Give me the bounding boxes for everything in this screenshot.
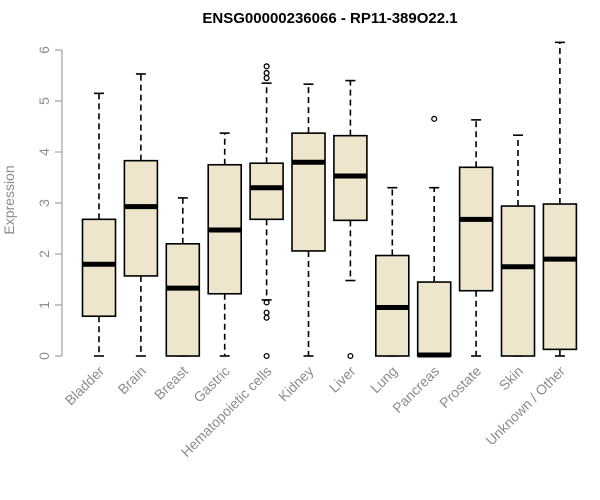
iqr-box	[165, 243, 201, 357]
x-tick-label: Kidney	[275, 363, 317, 405]
box-bladder	[81, 92, 117, 357]
box-gastric	[207, 132, 242, 357]
box-pancreas	[416, 115, 452, 358]
x-tick-label: Breast	[151, 363, 191, 403]
y-tick-label: 2	[36, 250, 52, 258]
x-tick-label: Prostate	[436, 363, 484, 411]
x-tick-label: Unknown / Other	[482, 363, 568, 449]
y-axis: 0 1 2 3 4 5 6	[36, 46, 63, 360]
box-kidney	[291, 83, 326, 357]
x-tick-label: Bladder	[62, 363, 108, 409]
outlier-point	[263, 314, 270, 321]
box-brain	[123, 73, 159, 357]
box-skin	[500, 134, 536, 357]
outlier-point	[431, 115, 438, 122]
iqr-box	[458, 166, 494, 292]
y-axis-label: Expression	[1, 165, 17, 234]
x-tick-label: Pancreas	[389, 363, 442, 416]
outlier-point	[263, 69, 270, 76]
box-prostate	[458, 119, 494, 357]
y-tick-label: 1	[36, 301, 52, 309]
box-lung	[374, 186, 410, 357]
box-hematopoietic-cells	[249, 63, 284, 360]
outlier-point	[263, 63, 270, 70]
x-tick-label: Liver	[326, 363, 359, 396]
iqr-box	[81, 218, 117, 318]
y-tick-label: 3	[36, 199, 52, 207]
y-tick-label: 6	[36, 46, 52, 54]
box-breast	[165, 197, 201, 357]
iqr-box	[500, 205, 536, 357]
outlier-point	[347, 352, 354, 360]
y-tick-label: 4	[36, 148, 52, 156]
box-liver	[333, 79, 368, 360]
chart-title: ENSG00000236066 - RP11-389O22.1	[202, 10, 457, 27]
x-tick-label: Lung	[367, 363, 400, 396]
iqr-box	[291, 132, 326, 252]
iqr-box	[416, 281, 452, 357]
box-group	[81, 41, 578, 360]
y-tick-label: 0	[36, 352, 52, 360]
x-tick-label: Brain	[115, 363, 149, 397]
box-unknown-other	[542, 41, 578, 357]
outlier-point	[263, 75, 270, 82]
outlier-point	[263, 352, 270, 360]
iqr-box	[249, 162, 284, 221]
outlier-point	[263, 299, 270, 306]
outlier-point	[263, 309, 270, 316]
iqr-box	[123, 159, 159, 277]
iqr-box	[542, 203, 578, 351]
y-tick-label: 5	[36, 97, 52, 105]
x-tick-label: Skin	[496, 363, 527, 394]
